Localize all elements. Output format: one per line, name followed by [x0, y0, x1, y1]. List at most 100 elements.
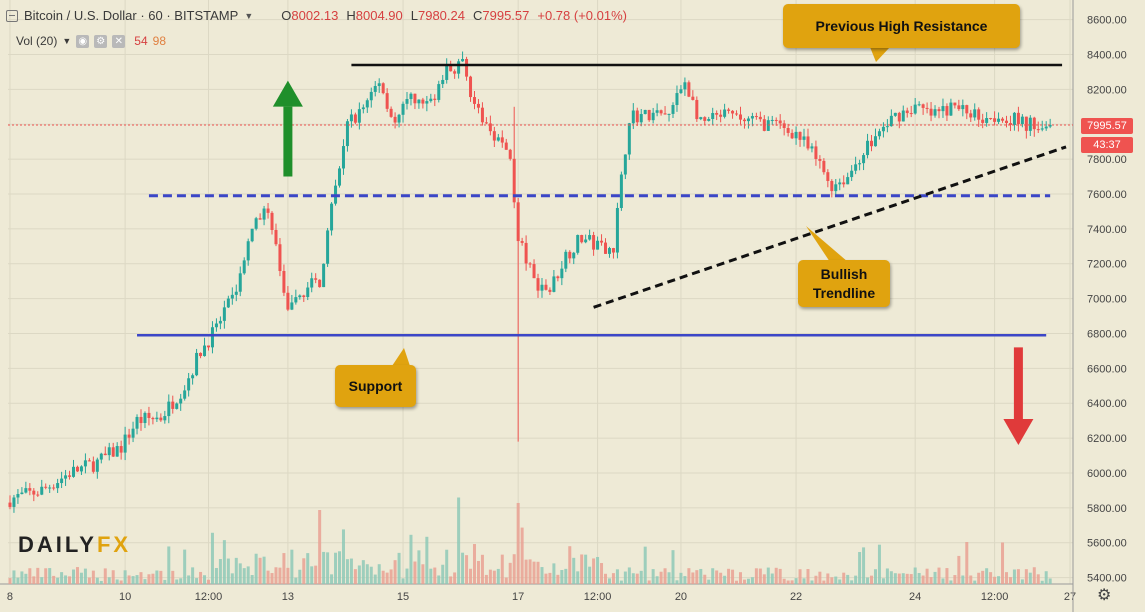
volume-bar	[651, 569, 655, 584]
candle-body	[79, 466, 83, 472]
settings-icon[interactable]: ⚙	[94, 34, 108, 48]
candle-body	[353, 114, 357, 123]
volume-bar	[445, 549, 449, 584]
candle-body	[20, 492, 24, 495]
candle-body	[901, 110, 905, 122]
candle-body	[1036, 129, 1040, 131]
candle-body	[203, 345, 207, 357]
volume-bar	[877, 544, 881, 584]
candle-body	[750, 116, 754, 119]
volume-bar	[925, 568, 929, 584]
volume-bar	[183, 549, 187, 584]
volume-bar	[1024, 569, 1028, 584]
volume-bar	[552, 563, 556, 584]
candle-body	[1016, 112, 1020, 125]
candle-body	[913, 104, 917, 114]
candle-body	[318, 279, 322, 288]
candle-body	[24, 488, 28, 493]
volume-bar	[500, 554, 504, 584]
volume-bar	[838, 579, 842, 584]
candle-body	[230, 294, 234, 299]
candle-body	[643, 109, 647, 115]
candle-body	[111, 447, 115, 457]
candle-body	[691, 96, 695, 100]
candle-body	[338, 168, 342, 186]
candle-body	[782, 123, 786, 129]
x-tick-label: 15	[397, 591, 409, 603]
candle-body	[528, 263, 532, 265]
candle-body	[187, 378, 191, 391]
volume-bar	[298, 569, 302, 584]
candle-body	[139, 416, 143, 424]
low-value: 7980.24	[417, 8, 465, 23]
volume-bar	[858, 552, 862, 584]
volume-bar	[345, 559, 349, 584]
close-icon[interactable]: ✕	[112, 34, 126, 48]
volume-bar	[16, 577, 20, 584]
collapse-icon[interactable]	[6, 9, 18, 22]
volume-bar	[401, 578, 405, 584]
candle-body	[171, 401, 175, 409]
candle-body	[794, 131, 798, 139]
volume-bar	[580, 554, 584, 584]
volume-bar	[32, 576, 36, 584]
volume-bar	[659, 571, 663, 584]
candle-body	[504, 142, 508, 150]
candle-body	[95, 459, 99, 472]
candle-body	[1028, 117, 1032, 131]
volume-bar	[679, 572, 683, 584]
volume-bar	[1020, 579, 1024, 584]
volume-label[interactable]: Vol (20)	[16, 34, 58, 48]
volume-bar	[893, 573, 897, 584]
candle-body	[103, 453, 107, 456]
y-tick-label: 6400.00	[1087, 398, 1127, 410]
chevron-down-icon[interactable]: ▼	[244, 10, 254, 21]
candle-body	[885, 126, 889, 128]
volume-bar	[326, 552, 330, 584]
volume-bar	[957, 555, 961, 584]
volume-bar	[318, 509, 322, 584]
volume-bar	[600, 563, 604, 584]
candle-body	[822, 160, 826, 173]
low-key: L	[410, 8, 418, 23]
volume-bar	[199, 571, 203, 584]
candle-body	[699, 117, 703, 120]
candle-body	[191, 375, 195, 379]
gear-icon[interactable]: ⚙	[1097, 587, 1112, 604]
change-value: +0.78 (+0.01%)	[537, 8, 627, 23]
candle-body	[758, 116, 762, 120]
trendline-callout-line-2: Trendline	[812, 284, 876, 301]
volume-bar	[866, 577, 870, 584]
y-tick-label: 7000.00	[1087, 294, 1127, 306]
volume-bar	[870, 575, 874, 584]
volume-bar	[881, 578, 885, 584]
volume-bar	[1016, 569, 1020, 584]
symbol-title[interactable]: Bitcoin / U.S. Dollar · 60 · BITSTAMP	[24, 8, 239, 23]
candle-body	[667, 113, 671, 115]
candle-body	[8, 502, 12, 507]
candle-body	[627, 123, 631, 155]
candle-body	[496, 137, 500, 141]
chevron-down-icon[interactable]: ▼	[62, 36, 72, 46]
volume-bar	[933, 571, 937, 584]
volume-bar	[897, 573, 901, 584]
candle-body	[341, 146, 345, 169]
volume-bar	[72, 569, 76, 584]
candle-body	[893, 112, 897, 116]
candle-body	[218, 320, 222, 324]
candle-body	[814, 146, 818, 160]
logo-text-fx: FX	[96, 532, 132, 557]
volume-bar	[103, 568, 107, 584]
volume-bar	[687, 568, 691, 584]
y-tick-label: 6000.00	[1087, 468, 1127, 480]
candle-body	[115, 446, 119, 457]
volume-bar	[810, 580, 814, 584]
bullish-trendline	[593, 145, 1067, 309]
volume-bar	[921, 575, 925, 584]
candle-body	[687, 82, 691, 97]
eye-icon[interactable]: ◉	[76, 34, 90, 48]
candle-body	[52, 487, 56, 489]
chart-header: Bitcoin / U.S. Dollar · 60 · BITSTAMP ▼ …	[6, 8, 627, 23]
volume-bar	[703, 574, 707, 584]
